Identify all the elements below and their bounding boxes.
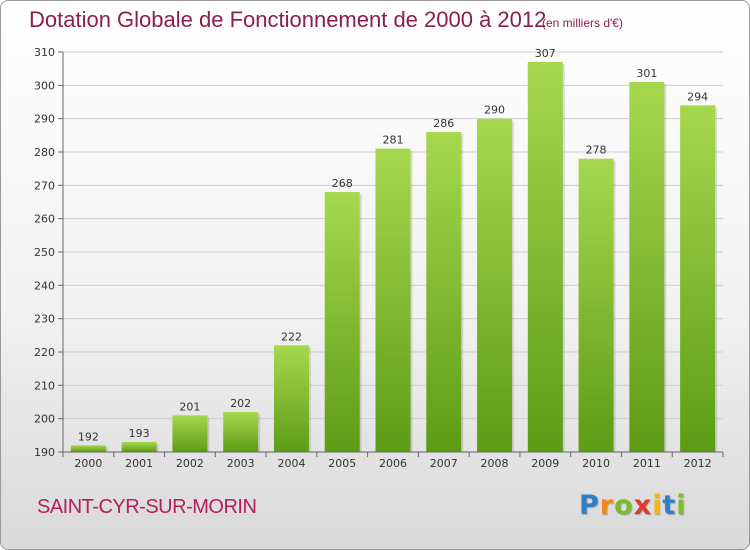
bar-value-label: 281 <box>383 134 404 147</box>
bar-value-label: 286 <box>433 117 454 130</box>
bars <box>70 62 718 453</box>
axes <box>62 52 723 453</box>
commune-name: SAINT-CYR-SUR-MORIN <box>37 496 257 518</box>
bar-value-label: 201 <box>179 400 200 413</box>
bar <box>527 62 563 452</box>
bar-value-label: 294 <box>687 90 708 103</box>
x-tick-label: 2003 <box>227 457 255 470</box>
bar <box>121 442 157 452</box>
bar <box>324 192 360 452</box>
x-tick-label: 2008 <box>481 457 509 470</box>
logo-letter: x <box>633 490 653 521</box>
x-tick-label: 2010 <box>582 457 610 470</box>
y-tick-label: 300 <box>34 79 55 92</box>
bar <box>680 105 716 452</box>
y-tick-label: 200 <box>34 413 55 426</box>
x-tick-label: 2000 <box>74 457 102 470</box>
x-tick-label: 2011 <box>633 457 661 470</box>
logo-letter: i <box>652 490 663 521</box>
bar-value-label: 193 <box>129 427 150 440</box>
bar-value-label: 222 <box>281 330 302 343</box>
value-labels: 192 193 201 202 222 268 281 286 290 307 278 301 294 <box>78 47 708 443</box>
bar-value-label: 278 <box>586 144 607 157</box>
bar <box>578 158 614 452</box>
proxiti-logo: Proxiti <box>579 490 687 521</box>
bar-value-label: 202 <box>230 397 251 410</box>
logo-letter: r <box>599 490 615 521</box>
bar <box>172 415 208 452</box>
y-tick-label: 240 <box>34 279 55 292</box>
y-tick-label: 250 <box>34 246 55 259</box>
bar <box>375 148 411 452</box>
bar-value-label: 307 <box>535 47 556 60</box>
y-tick-label: 310 <box>34 46 55 59</box>
y-axis-ticks: 190 200 210 220 230 240 250 260 270 280 290 300 310 <box>34 46 63 459</box>
y-tick-label: 210 <box>34 379 55 392</box>
x-tick-label: 2009 <box>531 457 559 470</box>
bar-value-label: 268 <box>332 177 353 190</box>
x-tick-label: 2004 <box>277 457 305 470</box>
bar <box>477 118 513 453</box>
bar <box>70 445 106 452</box>
x-tick-label: 2001 <box>125 457 153 470</box>
logo-letter: P <box>579 490 600 521</box>
y-tick-label: 290 <box>34 113 55 126</box>
x-tick-label: 2012 <box>684 457 712 470</box>
bar <box>223 412 259 452</box>
bar-value-label: 192 <box>78 430 99 443</box>
x-axis-ticks: 2000 2001 2002 2003 2004 2005 2006 2007 2008 2009… <box>62 452 724 470</box>
x-tick-label: 2006 <box>379 457 407 470</box>
bar-value-label: 301 <box>636 67 657 80</box>
bar-value-label: 290 <box>484 104 505 117</box>
logo-letter: o <box>614 490 634 521</box>
bar <box>629 82 665 452</box>
logo-letter: i <box>676 490 687 521</box>
y-tick-label: 270 <box>34 179 55 192</box>
chart-subtitle: (en milliers d'€) <box>542 16 623 30</box>
x-tick-label: 2005 <box>328 457 356 470</box>
chart-title: Dotation Globale de Fonctionnement de 20… <box>29 7 547 32</box>
bar <box>426 132 462 452</box>
x-tick-label: 2002 <box>176 457 204 470</box>
y-tick-label: 190 <box>34 446 55 459</box>
y-tick-label: 230 <box>34 313 55 326</box>
bar <box>273 345 309 452</box>
x-tick-label: 2007 <box>430 457 458 470</box>
y-tick-label: 280 <box>34 146 55 159</box>
y-tick-label: 260 <box>34 213 55 226</box>
y-tick-label: 220 <box>34 346 55 359</box>
logo-letter: t <box>662 490 677 521</box>
